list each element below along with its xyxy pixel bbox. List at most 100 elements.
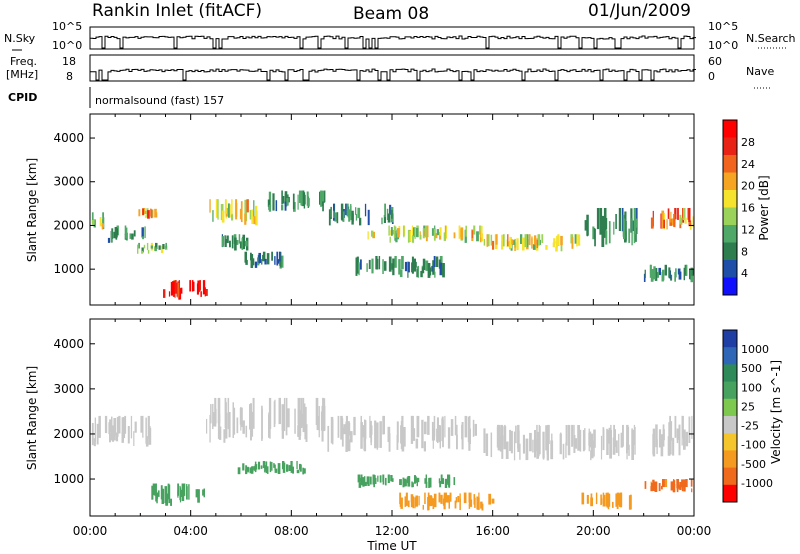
colorbar-tick-label: 28 xyxy=(741,136,755,149)
data-cell xyxy=(631,218,633,246)
power-colorbar-ticks: 4 8 12 16 20 24 28 xyxy=(741,136,755,280)
colorbar-swatch xyxy=(723,172,737,191)
data-cell xyxy=(584,428,586,451)
data-cell xyxy=(389,204,392,215)
data-cell xyxy=(402,483,405,488)
colorbar-swatch xyxy=(723,381,737,400)
data-cell xyxy=(441,418,444,442)
data-cell xyxy=(532,439,534,453)
data-cell xyxy=(355,207,357,215)
data-cell xyxy=(537,234,541,246)
data-cell xyxy=(536,424,538,451)
data-cell xyxy=(691,268,694,276)
data-cell xyxy=(470,500,472,505)
data-cell xyxy=(301,190,305,207)
data-cell xyxy=(414,475,416,484)
data-cell xyxy=(545,425,548,451)
data-cell xyxy=(138,242,140,249)
data-cell xyxy=(616,492,619,506)
data-cell xyxy=(172,281,175,294)
freq-trace xyxy=(89,68,696,81)
velocity-cells xyxy=(91,397,693,511)
data-cell xyxy=(431,265,433,272)
data-cell xyxy=(351,210,354,225)
data-cell xyxy=(474,497,476,508)
data-cell xyxy=(395,233,398,243)
data-cell xyxy=(367,231,369,240)
colorbar-tick-label: 16 xyxy=(741,202,755,215)
data-cell xyxy=(542,431,545,459)
data-cell xyxy=(601,215,605,247)
data-cell xyxy=(593,429,596,448)
data-cell xyxy=(422,504,424,510)
data-cell xyxy=(428,497,431,505)
data-cell xyxy=(600,498,603,504)
data-cell xyxy=(131,233,134,240)
data-cell xyxy=(425,260,429,271)
trace-line xyxy=(89,35,696,49)
data-cell xyxy=(490,432,493,458)
data-cell xyxy=(174,280,177,294)
data-cell xyxy=(555,247,558,252)
data-cell xyxy=(676,486,679,493)
data-cell xyxy=(91,212,94,224)
power-colorbar-frame xyxy=(722,119,738,296)
data-cell xyxy=(476,496,479,510)
data-cell xyxy=(392,258,395,276)
data-cell xyxy=(168,291,171,297)
data-cell xyxy=(110,430,114,441)
data-cell xyxy=(668,267,671,278)
data-cell xyxy=(439,481,442,488)
data-cell xyxy=(427,497,430,511)
data-cell xyxy=(274,468,278,473)
data-cell xyxy=(663,479,666,487)
colorbar-tick-label: 12 xyxy=(741,223,755,236)
data-cell xyxy=(415,438,419,449)
data-cell xyxy=(481,503,484,511)
data-cell xyxy=(280,257,283,266)
data-cell xyxy=(608,221,611,244)
data-cell xyxy=(436,428,439,442)
data-cell xyxy=(239,241,243,249)
nave-label: Nave xyxy=(746,65,774,78)
data-cell xyxy=(444,478,448,488)
data-cell xyxy=(519,443,521,460)
data-cell xyxy=(676,479,679,489)
data-cell xyxy=(434,271,436,278)
data-cell xyxy=(584,220,588,231)
y-tick-label: 2000 xyxy=(53,427,84,441)
data-cell xyxy=(375,256,378,269)
data-cell xyxy=(170,281,174,296)
data-cell xyxy=(265,461,268,471)
data-cell xyxy=(181,483,185,501)
data-cell xyxy=(320,411,324,431)
velocity-panel: 1000 2000 3000 4000 00:00 04:00 08:00 12:00 16:… xyxy=(25,318,711,553)
data-cell xyxy=(505,441,509,459)
data-cell xyxy=(460,227,464,240)
data-cell xyxy=(592,226,595,240)
data-cell xyxy=(595,492,598,505)
data-cell xyxy=(490,234,493,246)
data-cell xyxy=(239,208,243,220)
data-cell xyxy=(439,439,441,449)
data-cell xyxy=(618,500,621,507)
data-cell xyxy=(357,207,361,219)
data-cell xyxy=(226,235,229,244)
data-cell xyxy=(522,434,525,454)
data-cell xyxy=(231,199,233,215)
data-cell xyxy=(244,213,247,225)
data-cell xyxy=(459,493,461,502)
data-cell xyxy=(628,228,631,243)
data-cell xyxy=(426,225,429,238)
data-cell xyxy=(433,256,436,267)
data-cell xyxy=(374,420,377,449)
data-cell xyxy=(356,256,359,274)
data-cell xyxy=(209,199,211,213)
data-cell xyxy=(355,257,358,276)
data-cell xyxy=(423,441,426,452)
data-cell xyxy=(382,259,384,274)
data-cell xyxy=(363,428,366,451)
data-cell xyxy=(262,461,265,469)
data-cell xyxy=(277,463,281,474)
colorbar-swatch xyxy=(723,225,737,243)
